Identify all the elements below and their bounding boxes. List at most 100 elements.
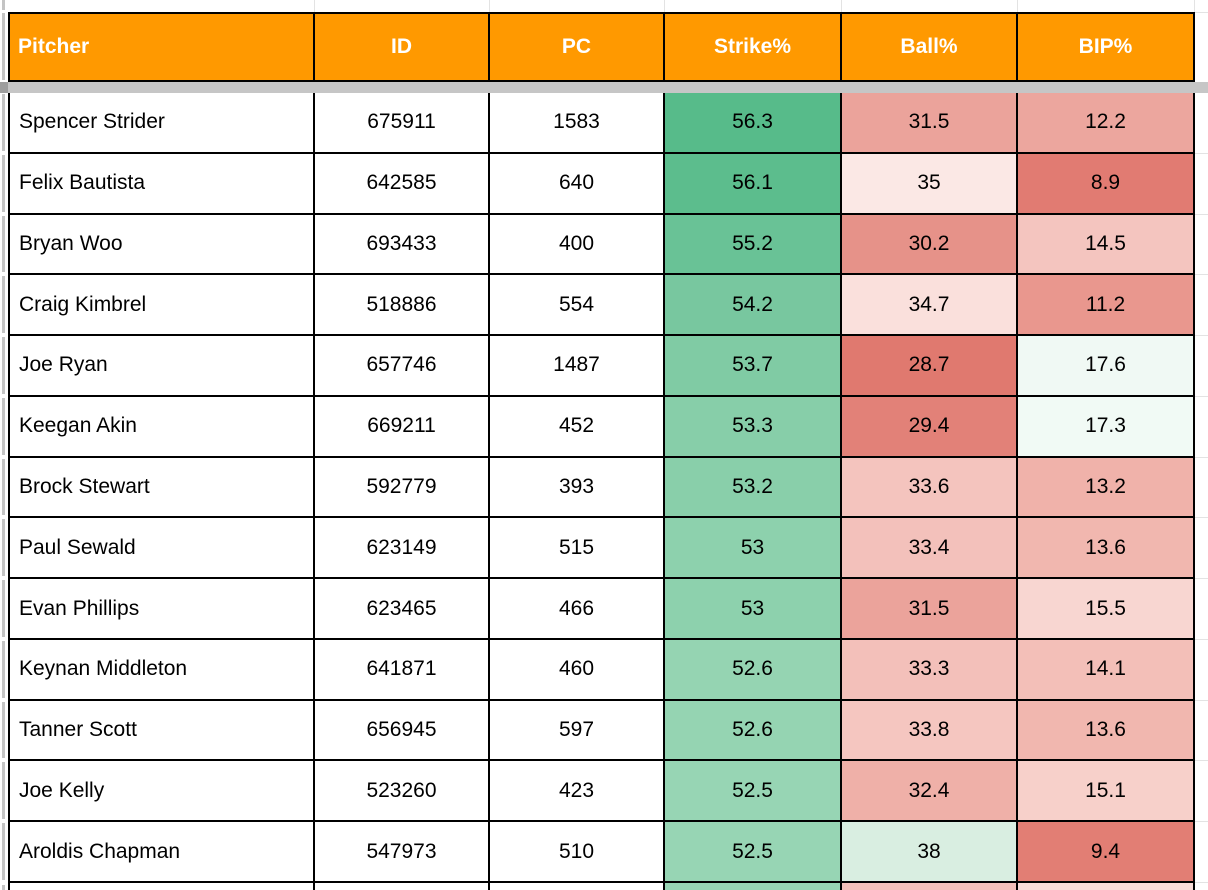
cell-bip[interactable]: 17.3: [1018, 396, 1195, 456]
cell-pitcher[interactable]: Keegan Akin: [10, 396, 315, 456]
cell-id[interactable]: 656945: [315, 700, 490, 760]
frozen-row-divider-end: [0, 82, 8, 93]
cell-id[interactable]: 592779: [315, 457, 490, 517]
cell-pc[interactable]: 640: [490, 153, 665, 213]
cell-ball[interactable]: 34.7: [842, 275, 1018, 335]
cell-pitcher[interactable]: Brock Stewart: [10, 457, 315, 517]
table-row: Tanner Scott 656945 597 52.6 33.8 13.6: [8, 700, 1195, 762]
cell-strike[interactable]: 53.2: [665, 457, 842, 517]
frozen-row-divider[interactable]: [0, 82, 1208, 93]
cell-pc[interactable]: 452: [490, 396, 665, 456]
cell-strike[interactable]: 52.5: [665, 761, 842, 821]
cell-bip[interactable]: 13.2: [1018, 457, 1195, 517]
cell-pc[interactable]: 510: [490, 822, 665, 881]
bottom-partial-cell: [10, 883, 315, 890]
cell-pc[interactable]: 466: [490, 579, 665, 638]
cell-strike[interactable]: 53.7: [665, 336, 842, 395]
cell-bip[interactable]: 14.1: [1018, 639, 1195, 699]
cell-ball[interactable]: 31.5: [842, 579, 1018, 638]
cell-pc[interactable]: 423: [490, 761, 665, 821]
cell-bip[interactable]: 11.2: [1018, 275, 1195, 335]
cell-bip[interactable]: 9.4: [1018, 822, 1195, 881]
cell-pc[interactable]: 460: [490, 639, 665, 699]
column-header-bip[interactable]: BIP%: [1018, 14, 1195, 80]
row-header-edge-segment: [2, 701, 5, 759]
cell-strike[interactable]: 52.6: [665, 639, 842, 699]
cell-id[interactable]: 641871: [315, 639, 490, 699]
row-header-edge-segment: [2, 580, 5, 637]
cell-id[interactable]: 642585: [315, 153, 490, 213]
cell-bip[interactable]: 8.9: [1018, 153, 1195, 213]
cell-id[interactable]: 623465: [315, 579, 490, 638]
top-partial-cell: [1018, 0, 1195, 12]
cell-ball[interactable]: 30.2: [842, 214, 1018, 274]
row-header-edge-segment: [2, 94, 5, 151]
cell-strike[interactable]: 56.1: [665, 153, 842, 213]
cell-pitcher[interactable]: Joe Ryan: [10, 336, 315, 395]
cell-bip[interactable]: 17.6: [1018, 336, 1195, 395]
cell-ball[interactable]: 33.6: [842, 457, 1018, 517]
cell-ball[interactable]: 33.8: [842, 700, 1018, 760]
cell-pitcher[interactable]: Aroldis Chapman: [10, 822, 315, 881]
cell-pc[interactable]: 597: [490, 700, 665, 760]
row-header-edge-segment: [2, 0, 5, 10]
cell-strike[interactable]: 56.3: [665, 93, 842, 152]
cell-ball[interactable]: 33.3: [842, 639, 1018, 699]
cell-pitcher[interactable]: Keynan Middleton: [10, 639, 315, 699]
cell-ball[interactable]: 38: [842, 822, 1018, 881]
gridline: [1195, 578, 1208, 579]
column-header-pc[interactable]: PC: [490, 14, 665, 80]
cell-id[interactable]: 693433: [315, 214, 490, 274]
cell-pitcher[interactable]: Spencer Strider: [10, 93, 315, 152]
table-row: Aroldis Chapman 547973 510 52.5 38 9.4: [8, 822, 1195, 883]
cell-pc[interactable]: 554: [490, 275, 665, 335]
cell-pitcher[interactable]: Felix Bautista: [10, 153, 315, 213]
cell-ball[interactable]: 29.4: [842, 396, 1018, 456]
column-header-id[interactable]: ID: [315, 14, 490, 80]
top-partial-cell: [8, 0, 315, 12]
cell-id[interactable]: 657746: [315, 336, 490, 395]
cell-bip[interactable]: 12.2: [1018, 93, 1195, 152]
cell-id[interactable]: 518886: [315, 275, 490, 335]
cell-bip[interactable]: 15.5: [1018, 579, 1195, 638]
cell-strike[interactable]: 53: [665, 518, 842, 578]
cell-bip[interactable]: 15.1: [1018, 761, 1195, 821]
column-header-pitcher[interactable]: Pitcher: [10, 14, 315, 80]
cell-id[interactable]: 623149: [315, 518, 490, 578]
column-header-ball[interactable]: Ball%: [842, 14, 1018, 80]
cell-pc[interactable]: 400: [490, 214, 665, 274]
cell-strike[interactable]: 54.2: [665, 275, 842, 335]
cell-pitcher[interactable]: Bryan Woo: [10, 214, 315, 274]
cell-strike[interactable]: 53.3: [665, 396, 842, 456]
cell-pitcher[interactable]: Craig Kimbrel: [10, 275, 315, 335]
cell-strike[interactable]: 53: [665, 579, 842, 638]
next-column-sliver[interactable]: [1195, 0, 1208, 890]
cell-strike[interactable]: 52.5: [665, 822, 842, 881]
cell-id[interactable]: 675911: [315, 93, 490, 152]
cell-id[interactable]: 523260: [315, 761, 490, 821]
cell-pc[interactable]: 1583: [490, 93, 665, 152]
cell-strike[interactable]: 55.2: [665, 214, 842, 274]
cell-bip[interactable]: 13.6: [1018, 700, 1195, 760]
cell-ball[interactable]: 35: [842, 153, 1018, 213]
cell-pc[interactable]: 515: [490, 518, 665, 578]
cell-id[interactable]: 547973: [315, 822, 490, 881]
cell-ball[interactable]: 31.5: [842, 93, 1018, 152]
column-header-strike[interactable]: Strike%: [665, 14, 842, 80]
table-row: Bryan Woo 693433 400 55.2 30.2 14.5: [8, 214, 1195, 276]
cell-bip[interactable]: 14.5: [1018, 214, 1195, 274]
cell-strike[interactable]: 52.6: [665, 700, 842, 760]
gridline: [1195, 882, 1208, 883]
cell-ball[interactable]: 32.4: [842, 761, 1018, 821]
cell-pc[interactable]: 393: [490, 457, 665, 517]
cell-id[interactable]: 669211: [315, 396, 490, 456]
cell-bip[interactable]: 13.6: [1018, 518, 1195, 578]
cell-ball[interactable]: 33.4: [842, 518, 1018, 578]
cell-pitcher[interactable]: Evan Phillips: [10, 579, 315, 638]
cell-pitcher[interactable]: Paul Sewald: [10, 518, 315, 578]
cell-pitcher[interactable]: Tanner Scott: [10, 700, 315, 760]
cell-ball[interactable]: 28.7: [842, 336, 1018, 395]
cell-pitcher[interactable]: Joe Kelly: [10, 761, 315, 821]
cell-pc[interactable]: 1487: [490, 336, 665, 395]
gridline: [1195, 153, 1208, 154]
